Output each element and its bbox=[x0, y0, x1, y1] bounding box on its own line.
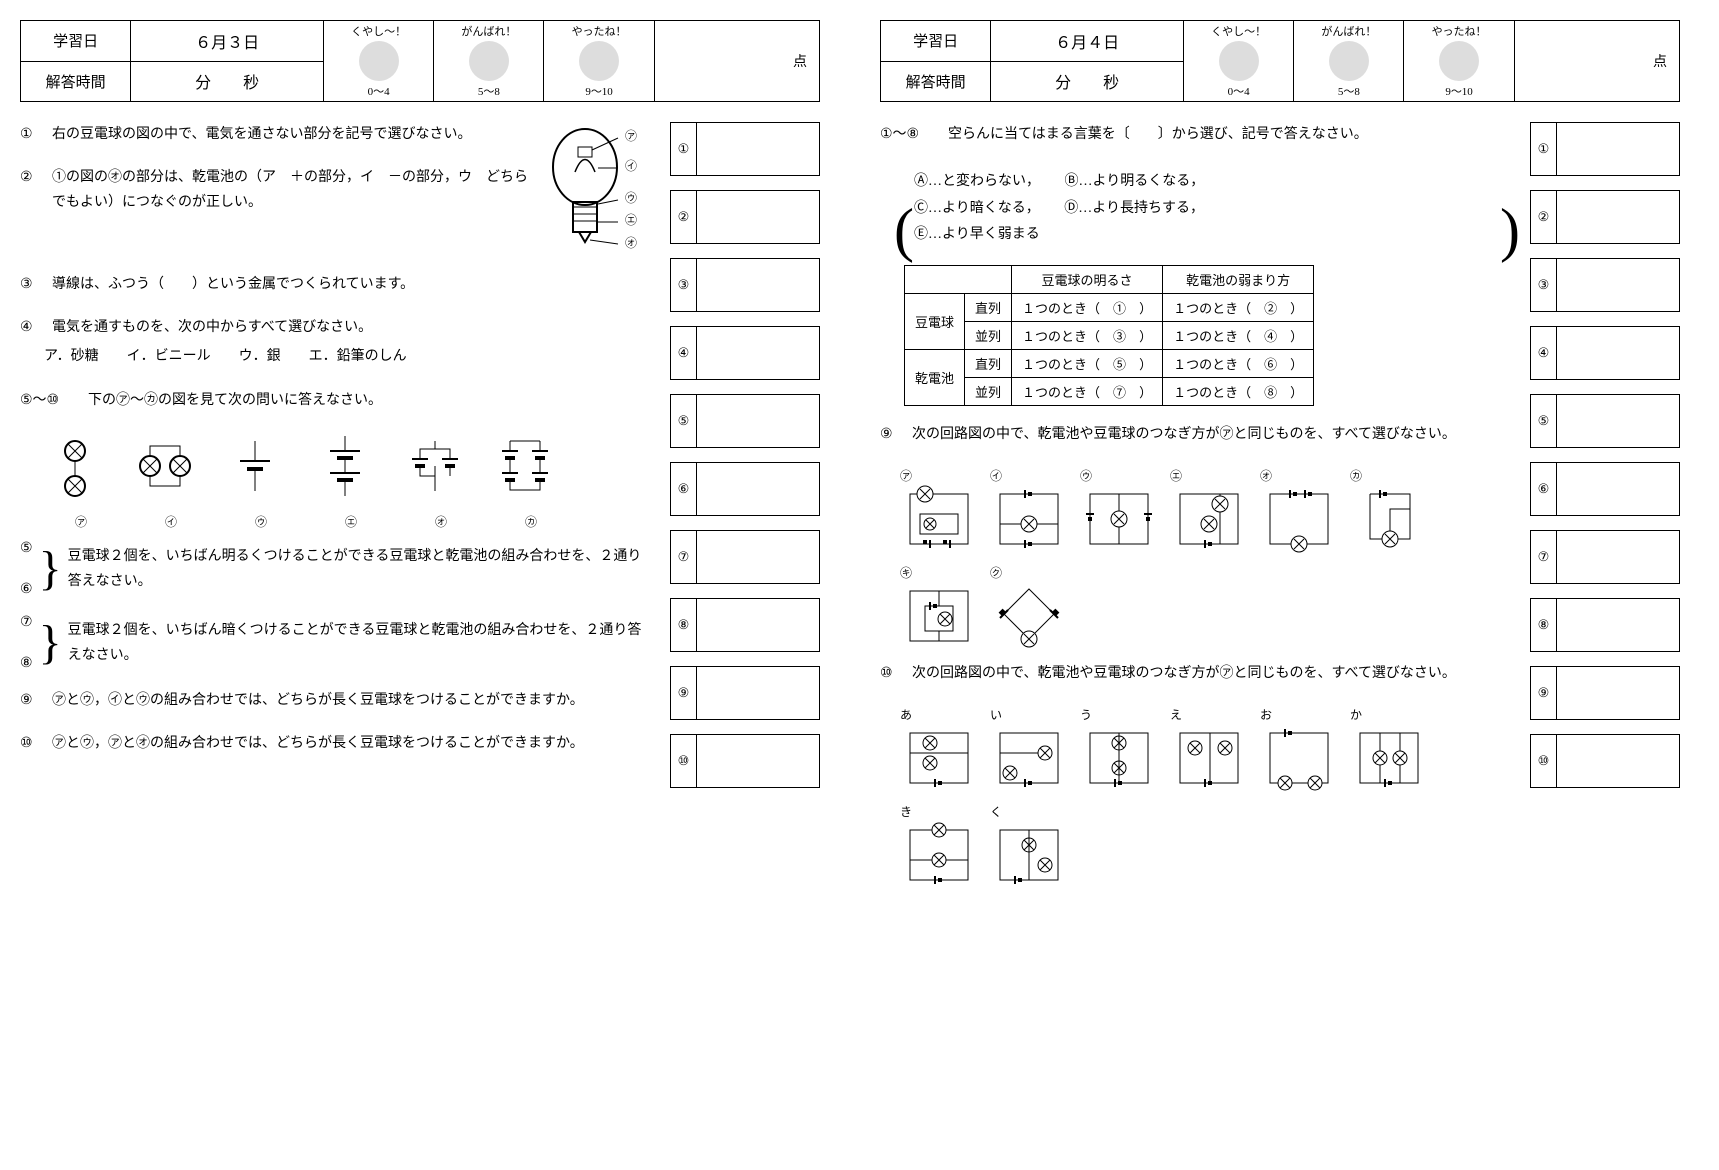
score-cell: 点 bbox=[654, 21, 819, 102]
answer-box[interactable]: ① bbox=[670, 122, 820, 176]
circuit-diagrams-left: ㋐ ㋑ ㋒ ㋓ ㋔ ㋕ bbox=[40, 431, 650, 530]
question-5-6: ⑤⑥ } 豆電球２個を、いちばん明るくつけることができる豆電球と乾電池の組み合わ… bbox=[20, 540, 650, 598]
questions-left: ① 右の豆電球の図の中で、電気を通さない部分を記号で選びなさい。 ② ①の図の㋔… bbox=[20, 122, 650, 802]
answer-box[interactable]: ③ bbox=[670, 258, 820, 312]
question-4: ④ 電気を通すものを、次の中からすべて選びなさい。 ア．砂糖 イ．ビニール ウ．… bbox=[20, 315, 650, 369]
circuit-diagrams-q9: ㋐ ㋑ ㋒ ㋓ ㋔ ㋕ ㋖ ㋗ bbox=[900, 465, 1510, 651]
char-1: くやし～！ 0～4 bbox=[324, 21, 434, 102]
question-1-8-intro: ①～⑧ 空らんに当てはまる言葉を〔 〕から選び、記号で答えなさい。 bbox=[880, 122, 1510, 147]
question-1: ① 右の豆電球の図の中で、電気を通さない部分を記号で選びなさい。 bbox=[20, 122, 528, 147]
questions-right: ①～⑧ 空らんに当てはまる言葉を〔 〕から選び、記号で答えなさい。 Ⓐ…と変わら… bbox=[880, 122, 1510, 900]
character-icon bbox=[1219, 41, 1259, 81]
answer-box[interactable]: ⑧ bbox=[1530, 598, 1680, 652]
char-2: がんばれ！ 5～8 bbox=[434, 21, 544, 102]
header-table-left: 学習日 ６月３日 くやし～！ 0～4 がんばれ！ 5～8 やったね！ 9～10 … bbox=[20, 20, 820, 102]
lightbulb-diagram: ㋐ ㋑ ㋒ ㋓ ㋔ bbox=[540, 122, 650, 272]
answer-box[interactable]: ③ bbox=[1530, 258, 1680, 312]
answer-box[interactable]: ⑩ bbox=[1530, 734, 1680, 788]
study-date-label: 学習日 bbox=[881, 21, 991, 62]
answer-box[interactable]: ⑤ bbox=[670, 394, 820, 448]
svg-text:㋐: ㋐ bbox=[625, 129, 637, 143]
svg-text:㋑: ㋑ bbox=[625, 159, 637, 173]
char-3: やったね！ 9～10 bbox=[544, 21, 654, 102]
svg-text:㋒: ㋒ bbox=[625, 191, 637, 205]
svg-text:㋔: ㋔ bbox=[625, 236, 637, 250]
answer-box[interactable]: ⑨ bbox=[670, 666, 820, 720]
answer-box[interactable]: ⑩ bbox=[670, 734, 820, 788]
page-right: 学習日 ６月４日 くやし～！0～4 がんばれ！5～8 やったね！9～10 点 解… bbox=[880, 20, 1680, 914]
answer-time-label: 解答時間 bbox=[21, 61, 131, 102]
page-left: 学習日 ６月３日 くやし～！ 0～4 がんばれ！ 5～8 やったね！ 9～10 … bbox=[20, 20, 820, 914]
question-10: ⑩ ㋐と㋒，㋐と㋔の組み合わせでは、どちらが長く豆電球をつけることができますか。 bbox=[20, 731, 650, 756]
character-icon bbox=[1439, 41, 1479, 81]
question-3: ③ 導線は、ふつう（ ）という金属でつくられています。 bbox=[20, 272, 650, 297]
svg-text:㋓: ㋓ bbox=[625, 213, 637, 227]
answer-box[interactable]: ⑥ bbox=[670, 462, 820, 516]
study-date: ６月３日 bbox=[131, 21, 324, 62]
comparison-table: 豆電球の明るさ乾電池の弱まり方 豆電球直列１つのとき（ ① ）１つのとき（ ② … bbox=[904, 265, 1314, 406]
answer-box[interactable]: ⑦ bbox=[670, 530, 820, 584]
answer-box[interactable]: ② bbox=[1530, 190, 1680, 244]
options-box: Ⓐ…と変わらない， Ⓑ…より明るくなる， Ⓒ…より暗くなる， Ⓓ…より長持ちする… bbox=[904, 165, 1510, 253]
question-2: ② ①の図の㋔の部分は、乾電池の（ア ＋の部分，イ －の部分，ウ どちらでもよい… bbox=[20, 165, 528, 215]
answer-box[interactable]: ④ bbox=[1530, 326, 1680, 380]
question-10-right: ⑩ 次の回路図の中で、乾電池や豆電球のつなぎ方が㋐と同じものを、すべて選びなさい… bbox=[880, 661, 1510, 686]
study-date-label: 学習日 bbox=[21, 21, 131, 62]
character-icon bbox=[1329, 41, 1369, 81]
question-7-8: ⑦⑧ } 豆電球２個を、いちばん暗くつけることができる豆電球と乾電池の組み合わせ… bbox=[20, 614, 650, 672]
answer-box[interactable]: ⑧ bbox=[670, 598, 820, 652]
answer-column-right: ① ② ③ ④ ⑤ ⑥ ⑦ ⑧ ⑨ ⑩ bbox=[1530, 122, 1680, 900]
question-9: ⑨ ㋐と㋒，㋑と㋒の組み合わせでは、どちらが長く豆電球をつけることができますか。 bbox=[20, 688, 650, 713]
study-date: ６月４日 bbox=[991, 21, 1184, 62]
character-icon bbox=[469, 41, 509, 81]
header-table-right: 学習日 ６月４日 くやし～！0～4 がんばれ！5～8 やったね！9～10 点 解… bbox=[880, 20, 1680, 102]
question-9-right: ⑨ 次の回路図の中で、乾電池や豆電球のつなぎ方が㋐と同じものを、すべて選びなさい… bbox=[880, 422, 1510, 447]
answer-column-left: ① ② ③ ④ ⑤ ⑥ ⑦ ⑧ ⑨ ⑩ bbox=[670, 122, 820, 802]
answer-box[interactable]: ① bbox=[1530, 122, 1680, 176]
circuit-diagrams-q10: あ い う え お か き く bbox=[900, 704, 1510, 890]
answer-time: 分 秒 bbox=[131, 61, 324, 102]
character-icon bbox=[359, 41, 399, 81]
answer-box[interactable]: ⑦ bbox=[1530, 530, 1680, 584]
answer-box[interactable]: ⑤ bbox=[1530, 394, 1680, 448]
question-5-10-intro: ⑤～⑩ 下の㋐～㋕の図を見て次の問いに答えなさい。 bbox=[20, 388, 650, 413]
q4-choices: ア．砂糖 イ．ビニール ウ．銀 エ．鉛筆のしん bbox=[20, 344, 650, 369]
answer-box[interactable]: ④ bbox=[670, 326, 820, 380]
answer-box[interactable]: ② bbox=[670, 190, 820, 244]
answer-box[interactable]: ⑥ bbox=[1530, 462, 1680, 516]
character-icon bbox=[579, 41, 619, 81]
answer-box[interactable]: ⑨ bbox=[1530, 666, 1680, 720]
